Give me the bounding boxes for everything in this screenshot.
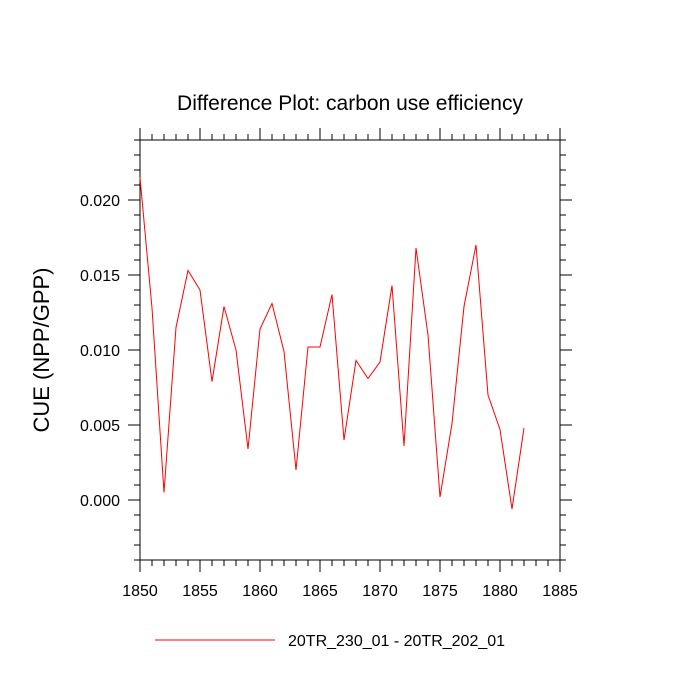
- series-line: [139, 177, 525, 510]
- x-tick-label: 1885: [542, 583, 578, 600]
- x-tick-label: 1860: [242, 583, 278, 600]
- y-tick-label: 0.000: [80, 493, 120, 510]
- y-tick-label: 0.005: [80, 418, 120, 435]
- x-tick-label: 1865: [302, 583, 338, 600]
- y-axis-label: CUE (NPP/GPP): [29, 267, 54, 432]
- x-tick-label: 1855: [182, 583, 218, 600]
- x-tick-label: 1875: [422, 583, 458, 600]
- x-tick-label: 1850: [122, 583, 158, 600]
- plot-frame: [139, 139, 561, 561]
- y-tick-labels: 0.000 0.005 0.010 0.015 0.020: [80, 193, 120, 510]
- x-tick-labels: 1850 1855 1860 1865 1870 1875 1880 1885: [122, 583, 578, 600]
- axis-ticks: [128, 128, 572, 572]
- x-tick-label: 1880: [482, 583, 518, 600]
- legend-label: 20TR_230_01 - 20TR_202_01: [288, 633, 505, 650]
- y-tick-label: 0.020: [80, 193, 120, 210]
- chart-title: Difference Plot: carbon use efficiency: [177, 92, 523, 115]
- series-group: [139, 177, 525, 510]
- x-tick-label: 1870: [362, 583, 398, 600]
- y-tick-label: 0.010: [80, 343, 120, 360]
- y-tick-label: 0.015: [80, 268, 120, 285]
